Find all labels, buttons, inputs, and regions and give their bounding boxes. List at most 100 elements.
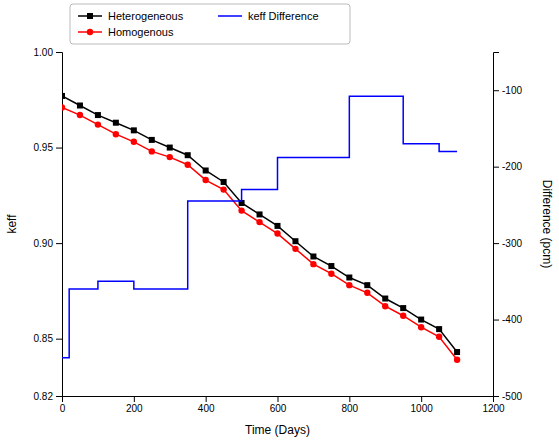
marker [310,253,316,259]
tick: -100 [493,85,522,96]
marker [454,356,460,362]
marker [131,139,137,145]
tick-label: 200 [126,403,143,414]
tick-label: 1.00 [34,47,54,58]
tick-mark [134,396,135,402]
marker [185,162,191,168]
tick: 0.95 [34,142,62,153]
axis-line [494,53,500,397]
tick-label: 0.82 [34,391,54,402]
x-axis: 020040060080010001200 [60,396,505,414]
legend-marker [87,29,93,35]
tick: 0 [60,396,66,414]
marker [454,349,460,355]
line [62,107,457,359]
tick-mark [56,148,62,149]
tick-mark [493,243,499,244]
marker [238,207,244,213]
legend-frame [70,4,350,44]
marker [328,263,334,269]
tick-label: 0.95 [34,142,54,153]
marker [382,296,388,302]
tick-label: -300 [502,238,522,249]
tick: 200 [126,396,143,414]
legend-item: Homogenous [78,26,174,38]
series [62,96,457,357]
line [62,96,457,357]
tick: -400 [493,314,522,325]
marker [203,167,209,173]
legend-label: keff Difference [248,10,319,22]
x-axis-title: Time (Days) [245,423,310,437]
marks [62,93,460,363]
marker [436,334,442,340]
tick-mark [206,396,207,402]
legend-swatch [218,15,242,17]
marker [131,127,137,133]
marker [400,313,406,319]
tick-label: 1000 [411,403,434,414]
marker [292,238,298,244]
tick-mark [421,396,422,402]
marker [275,223,281,229]
axis-line [63,397,494,403]
y-axis: 0.82 0.85 0.90 0.95 1.00 [34,47,63,402]
marker [77,112,83,118]
tick-label: 0.85 [34,333,54,344]
tick-mark [493,396,499,397]
marker [274,230,280,236]
tick: 0.82 [34,391,62,402]
series [62,93,460,355]
marker [418,317,424,323]
tick-label: 0 [60,403,66,414]
y2-axis: -500 -400 -300 -200 -100 [493,53,522,402]
marker [257,211,263,217]
tick: 0.90 [34,238,62,249]
marker [256,219,262,225]
tick: -500 [493,391,522,402]
tick-mark [278,396,279,402]
marker [220,186,226,192]
tick-label: 800 [341,403,358,414]
tick-label: -500 [502,391,522,402]
tick: 1000 [411,396,434,414]
tick: 1.00 [34,47,62,58]
marker [364,282,370,288]
y-axis-title: keff [5,214,19,234]
legend-marker [87,13,93,19]
marker [95,112,101,118]
tick-mark [493,90,499,91]
marker [328,270,334,276]
y2-axis-title: Difference (pcm) [540,180,554,268]
tick-mark [56,396,62,397]
marker [167,154,173,160]
marker [346,282,352,288]
legend: Heterogeneous Homogenous keff Difference [70,4,350,44]
tick-mark [56,243,62,244]
marker [62,93,65,99]
marker [149,148,155,154]
marker [310,261,316,267]
tick-label: -200 [502,161,522,172]
tick-label: 0.90 [34,238,54,249]
marker [436,326,442,332]
legend-label: Homogenous [108,26,174,38]
marker [418,324,424,330]
legend-item: Heterogeneous [78,10,184,22]
chart: 0200400600800100012000.820.850.900.951.0… [0,0,559,442]
tick-mark [56,52,62,53]
tick: -300 [493,238,522,249]
legend-label: Heterogeneous [108,10,184,22]
marker [113,131,119,137]
marker [221,179,227,185]
marker [346,275,352,281]
tick-label: 600 [270,403,287,414]
marker [364,290,370,296]
marker [202,177,208,183]
marker [62,104,65,110]
tick: 600 [270,396,287,414]
legend-item: keff Difference [218,10,319,22]
tick-label: -100 [502,85,522,96]
tick: -200 [493,161,522,172]
tick: 400 [198,396,215,414]
